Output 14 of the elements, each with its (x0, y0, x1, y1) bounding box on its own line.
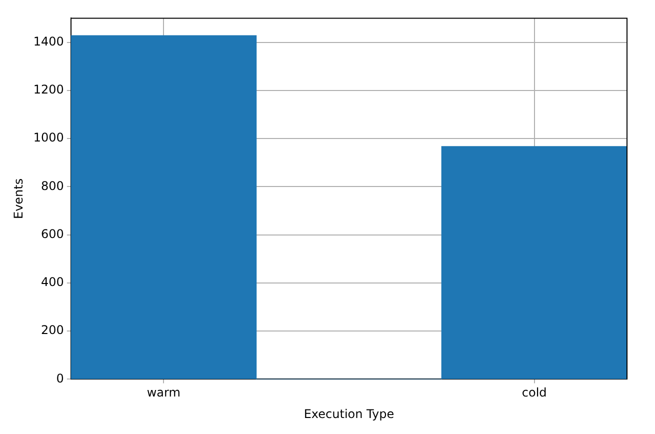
y-tick-label: 400 (41, 275, 64, 290)
y-tick-label: 1200 (33, 82, 64, 97)
y-tick-label: 600 (41, 226, 64, 241)
y-tick-label: 0 (56, 371, 64, 386)
x-tick-label: warm (146, 386, 180, 400)
x-axis-title: Execution Type (304, 406, 394, 421)
y-tick-label: 1000 (33, 130, 64, 145)
x-tick-label: cold (522, 386, 547, 400)
y-tick-label: 800 (41, 178, 64, 193)
y-axis-title: Events (11, 178, 26, 220)
bar (70, 35, 257, 380)
y-tick-label: 1400 (33, 34, 64, 48)
y-tick-label: 200 (41, 323, 64, 338)
bar (441, 146, 627, 380)
